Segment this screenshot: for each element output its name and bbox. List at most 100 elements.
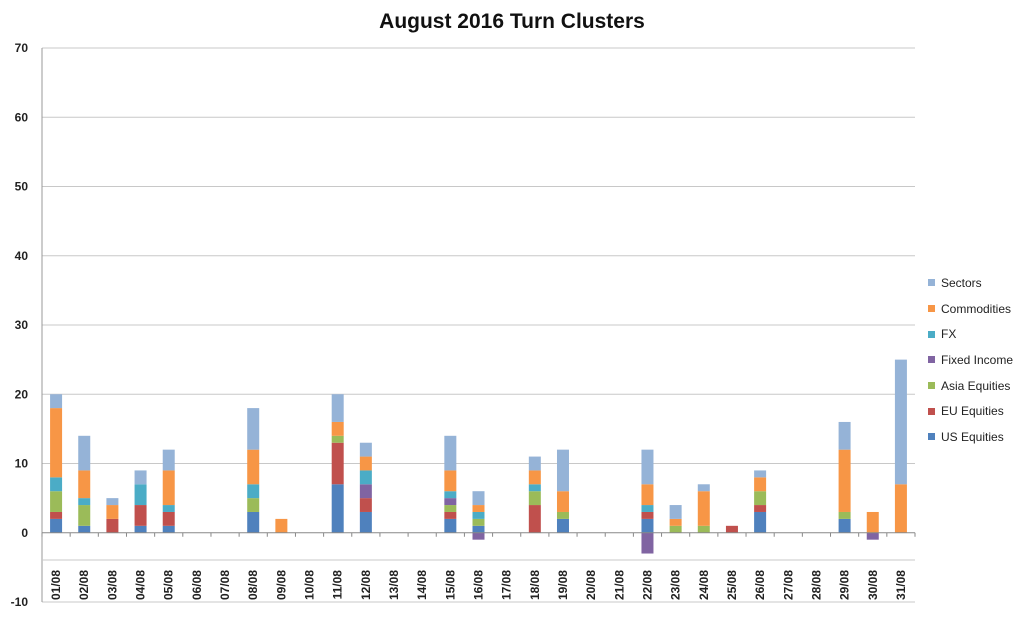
bar-segment	[725, 525, 738, 533]
x-tick-label: 19/08	[556, 570, 570, 600]
legend-swatch	[928, 305, 935, 313]
legend-item: EU Equities	[928, 398, 1013, 424]
bar-segment	[78, 498, 91, 506]
bar-segment	[50, 394, 63, 409]
x-tick-label: 28/08	[809, 570, 823, 600]
bar-segment	[162, 449, 175, 471]
bar-segment	[50, 477, 63, 492]
bar-segment	[556, 518, 569, 533]
bar-segment	[359, 484, 372, 499]
bar-segment	[556, 449, 569, 492]
x-tick-label: 25/08	[725, 570, 739, 600]
bar-segment	[528, 491, 541, 506]
bar-segment	[641, 484, 654, 506]
x-tick-label: 08/08	[246, 570, 260, 600]
bar-segment	[697, 484, 710, 492]
bar-segment	[838, 511, 851, 519]
legend-item: Fixed Income	[928, 347, 1013, 373]
bar-segment	[444, 518, 457, 533]
y-tick-label: 40	[15, 249, 29, 263]
bar-segment	[641, 532, 654, 554]
y-tick-label: 10	[15, 457, 29, 471]
x-tick-label: 31/08	[894, 570, 908, 600]
bar-segment	[641, 505, 654, 512]
x-tick-label: 17/08	[500, 570, 514, 600]
bar-segment	[444, 435, 457, 471]
bar-segment	[359, 456, 372, 471]
x-tick-label: 24/08	[697, 570, 711, 600]
legend-label: EU Equities	[941, 404, 1004, 419]
bar-segment	[754, 491, 767, 506]
bar-segment	[866, 511, 879, 533]
x-tick-label: 07/08	[218, 570, 232, 600]
x-tick-label: 22/08	[640, 570, 654, 600]
x-tick-label: 14/08	[415, 570, 429, 600]
bar-segment	[894, 484, 907, 533]
bar-segment	[78, 470, 91, 499]
bar-segment	[472, 511, 485, 519]
x-tick-label: 02/08	[77, 570, 91, 600]
bar-segment	[134, 484, 147, 506]
bar-segment	[50, 491, 63, 512]
legend-swatch	[928, 356, 935, 364]
bar-segment	[106, 498, 119, 506]
bar-segment	[106, 518, 119, 533]
bar-segment	[697, 491, 710, 526]
legend-label: FX	[941, 327, 957, 342]
legend-item: Sectors	[928, 270, 1013, 296]
bar-segment	[444, 470, 457, 492]
bar-segment	[641, 449, 654, 485]
x-tick-label: 05/08	[162, 570, 176, 600]
bar-segment	[754, 470, 767, 478]
y-axis-ticks: -10 0 10 20 30 40 50 60 70	[11, 41, 29, 609]
x-tick-label: 21/08	[612, 570, 626, 600]
bar-segment	[50, 408, 63, 478]
x-tick-label: 03/08	[105, 570, 119, 600]
bar-segment	[50, 518, 63, 533]
x-tick-label: 27/08	[781, 570, 795, 600]
bar-segment	[331, 442, 344, 485]
y-tick-label: 70	[15, 41, 29, 55]
legend-item: Asia Equities	[928, 373, 1013, 399]
bar-segment	[162, 470, 175, 506]
bar-segment	[50, 511, 63, 519]
bar-segment	[162, 505, 175, 512]
x-axis-ticks: 01/08 02/08 03/08 04/08 05/08 06/08 07/08 08/08…	[49, 570, 908, 600]
bar-segment	[444, 498, 457, 506]
bar-segment	[528, 456, 541, 471]
legend-item: Commodities	[928, 296, 1013, 322]
bar-segment	[134, 470, 147, 485]
legend-label: Sectors	[941, 275, 982, 290]
bar-segment	[528, 470, 541, 485]
x-tick-label: 16/08	[472, 570, 486, 600]
bar-segment	[444, 491, 457, 499]
x-tick-label: 06/08	[190, 570, 204, 600]
bar-segment	[106, 505, 119, 519]
y-tick-label: 0	[21, 526, 28, 540]
bar-segment	[472, 532, 485, 540]
bar-segment	[444, 505, 457, 512]
bar-segment	[78, 435, 91, 471]
bar-segment	[444, 511, 457, 519]
x-tick-label: 10/08	[303, 570, 317, 600]
bar-segment	[894, 359, 907, 485]
bar-segment	[359, 511, 372, 533]
bar-segment	[838, 449, 851, 512]
legend-label: Asia Equities	[941, 378, 1011, 393]
legend-label: Fixed Income	[941, 352, 1014, 367]
legend-swatch	[928, 382, 935, 390]
x-tick-label: 12/08	[359, 570, 373, 600]
bar-segment	[247, 449, 260, 485]
bar-segment	[838, 518, 851, 533]
bar-segment	[754, 505, 767, 512]
x-tick-label: 18/08	[528, 570, 542, 600]
y-tick-label: 60	[15, 110, 29, 124]
bar-segment	[556, 511, 569, 519]
bar-segment	[528, 484, 541, 492]
bar-segment	[162, 525, 175, 533]
legend-item: US Equities	[928, 424, 1013, 450]
y-tick-label: 50	[15, 180, 29, 194]
bar-segment	[162, 511, 175, 526]
bar-segment	[331, 484, 344, 533]
bar-segment	[359, 470, 372, 485]
